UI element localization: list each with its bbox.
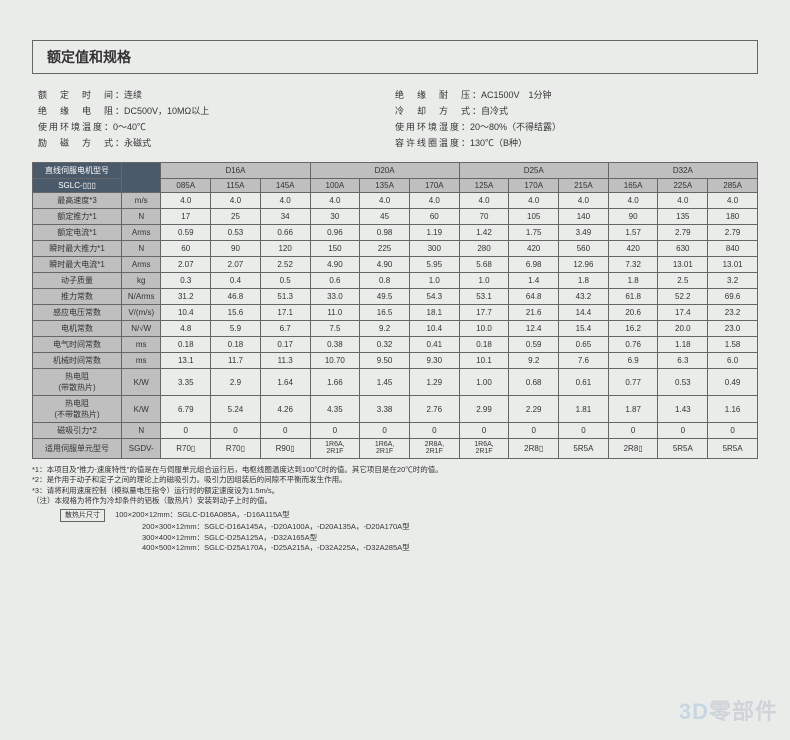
- spec-table: 直线伺服电机型号 D16A D20A D25A D32A SGLC-▯▯▯ 08…: [32, 162, 758, 459]
- table-row: 推力常数N/Arms31.246.851.333.049.554.353.164…: [33, 289, 758, 305]
- table-row: 瞬时最大推力*1N6090120150225300280420560420630…: [33, 241, 758, 257]
- grp-2: D25A: [459, 163, 608, 179]
- table-row-footer: 适用伺服单元型号SGDV-R70▯R70▯R90▯1R6A,2R1F1R6A,2…: [33, 439, 758, 459]
- note-2: *2：是作用于动子和定子之间的理论上的磁吸引力。吸引力因组装后的间隙不平衡而发生…: [32, 475, 758, 486]
- sub-2: 145A: [260, 179, 310, 193]
- note-3: *3：请将利用速度控制（模拟量电压指令）运行时的额定速度设为1.5m/s。: [32, 486, 758, 497]
- sub-0: 085A: [161, 179, 211, 193]
- table-row: 最高速度*3m/s4.04.04.04.04.04.04.04.04.04.04…: [33, 193, 758, 209]
- table-row: 额定电流*1Arms0.590.530.660.960.981.191.421.…: [33, 225, 758, 241]
- sub-5: 170A: [409, 179, 459, 193]
- table-row: 热电阻(不带散热片)K/W6.795.244.264.353.382.762.9…: [33, 396, 758, 423]
- table-row: 感应电压常数V/(m/s)10.415.617.111.016.518.117.…: [33, 305, 758, 321]
- sub-7: 170A: [509, 179, 559, 193]
- sub-1: 115A: [211, 179, 261, 193]
- hdr-label1: 直线伺服电机型号: [33, 163, 122, 179]
- table-row: 磁吸引力*2N000000000000: [33, 423, 758, 439]
- spec-row: 使用环境湿度：20～80%（不得结露）: [395, 120, 752, 133]
- page-title: 额定值和规格: [32, 40, 758, 74]
- spec-row: 额 定 时 间：连续: [38, 88, 395, 101]
- table-row: 机械时间常数ms13.111.711.310.709.509.3010.19.2…: [33, 353, 758, 369]
- sub-4: 135A: [360, 179, 410, 193]
- heatsink-label: 散热片尺寸: [60, 509, 105, 523]
- spec-block: 额 定 时 间：连续绝 缘 电 阻：DC500V，10MΩ以上使用环境温度：0～…: [38, 88, 752, 152]
- sub-9: 165A: [608, 179, 658, 193]
- table-row: 电气时间常数ms0.180.180.170.380.320.410.180.59…: [33, 337, 758, 353]
- note-1: *1：本项目及"推力-速度特性"的值是在与伺服单元组合运行后，电枢线圈温度达到1…: [32, 465, 758, 476]
- sub-3: 100A: [310, 179, 360, 193]
- heatsink-line-1: 200×300×12mm：SGLC-D16A145A，-D20A100A，-D2…: [142, 522, 758, 533]
- table-row: 瞬时最大电流*1Arms2.072.072.524.904.905.955.68…: [33, 257, 758, 273]
- sub-6: 125A: [459, 179, 509, 193]
- sub-11: 285A: [708, 179, 758, 193]
- spec-row: 励 磁 方 式：永磁式: [38, 136, 395, 149]
- grp-3: D32A: [608, 163, 757, 179]
- spec-row: 绝 缘 电 阻：DC500V，10MΩ以上: [38, 104, 395, 117]
- table-row: 额定推力*1N1725343045607010514090135180: [33, 209, 758, 225]
- hdr-label2: SGLC-▯▯▯: [33, 179, 122, 193]
- heatsink-line-2: 300×400×12mm：SGLC-D25A125A，-D32A165A型: [142, 533, 758, 544]
- table-row: 热电阻(带散热片)K/W3.352.91.641.661.451.291.000…: [33, 369, 758, 396]
- heatsink-line-0: 100×200×12mm：SGLC-D16A085A，-D16A115A型: [115, 510, 290, 519]
- notes-block: *1：本项目及"推力-速度特性"的值是在与伺服单元组合运行后，电枢线圈温度达到1…: [32, 465, 758, 554]
- grp-1: D20A: [310, 163, 459, 179]
- grp-0: D16A: [161, 163, 310, 179]
- note-4: （注）本规格为将作为冷却条件的铝板（散热片）安装到动子上时的值。: [32, 496, 758, 507]
- spec-row: 使用环境温度：0～40℃: [38, 120, 395, 133]
- sub-10: 225A: [658, 179, 708, 193]
- spec-row: 绝 缘 耐 压：AC1500V 1分钟: [395, 88, 752, 101]
- hdr-blank: [122, 163, 161, 193]
- watermark: 3D零部件: [679, 694, 778, 726]
- heatsink-line-3: 400×500×12mm：SGLC-D25A170A，-D25A215A，-D3…: [142, 543, 758, 554]
- spec-row: 冷 却 方 式：自冷式: [395, 104, 752, 117]
- spec-row: 容许线圈温度：130℃（B种）: [395, 136, 752, 149]
- table-row: 动子质量kg0.30.40.50.60.81.01.01.41.81.82.53…: [33, 273, 758, 289]
- sub-8: 215A: [559, 179, 609, 193]
- table-row: 电机常数N/√W4.85.96.77.59.210.410.012.415.41…: [33, 321, 758, 337]
